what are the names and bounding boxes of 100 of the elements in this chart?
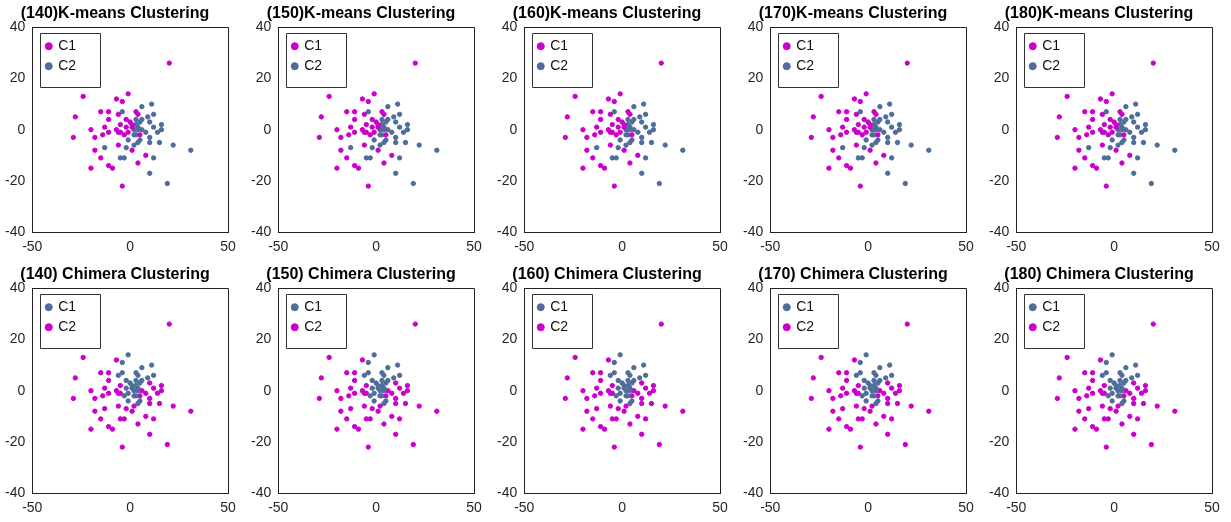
- y-tick-label: 20: [9, 330, 26, 347]
- x-tick-label: -50: [1006, 499, 1027, 516]
- x-tick-label: 0: [1110, 238, 1119, 255]
- legend-label: C2: [304, 318, 323, 335]
- x-tick-label: 50: [712, 499, 728, 516]
- legend-label: C1: [796, 37, 815, 54]
- y-tick-label: -40: [251, 484, 272, 501]
- chart-title: (140) Chimera Clustering: [20, 265, 210, 283]
- x-tick-label: 50: [958, 238, 974, 255]
- legend-label: C2: [550, 57, 569, 74]
- legend-label: C1: [1042, 37, 1061, 54]
- legend-label: C2: [1042, 318, 1061, 335]
- x-tick-label: -50: [760, 238, 781, 255]
- y-tick-label: -40: [251, 223, 272, 240]
- legend-label: C2: [550, 318, 569, 335]
- chart-title: (140)K-means Clustering: [20, 4, 210, 22]
- y-tick-label: -20: [497, 171, 518, 188]
- legend-label: C1: [550, 37, 569, 54]
- y-tick-label: 0: [263, 120, 272, 137]
- chart-title: (170) Chimera Clustering: [758, 265, 948, 283]
- x-tick-label: -50: [760, 499, 781, 516]
- y-tick-label: 20: [747, 330, 764, 347]
- y-tick-label: -40: [989, 484, 1010, 501]
- y-tick-label: 0: [755, 381, 764, 398]
- chart-title: (150) Chimera Clustering: [266, 265, 456, 283]
- x-tick-label: 50: [220, 238, 236, 255]
- x-tick-label: 50: [1204, 499, 1220, 516]
- y-tick-label: -40: [743, 484, 764, 501]
- y-tick-label: 20: [255, 69, 272, 86]
- x-tick-label: 0: [864, 499, 873, 516]
- y-tick-label: -20: [743, 171, 764, 188]
- y-tick-label: -20: [989, 432, 1010, 449]
- y-tick-label: 0: [1001, 381, 1010, 398]
- y-tick-label: -40: [743, 223, 764, 240]
- legend-label: C1: [550, 298, 569, 315]
- legend-label: C2: [58, 318, 77, 335]
- legend-label: C1: [58, 298, 77, 315]
- x-tick-label: 50: [466, 499, 482, 516]
- y-tick-label: 0: [17, 120, 26, 137]
- y-tick-label: 0: [263, 381, 272, 398]
- y-tick-label: 0: [17, 381, 26, 398]
- x-tick-label: -50: [268, 238, 289, 255]
- x-tick-label: -50: [268, 499, 289, 516]
- y-tick-label: -20: [5, 432, 26, 449]
- x-tick-label: 0: [864, 238, 873, 255]
- y-tick-label: 20: [747, 69, 764, 86]
- x-tick-label: 0: [618, 238, 627, 255]
- y-tick-label: -40: [5, 223, 26, 240]
- legend-label: C1: [796, 298, 815, 315]
- y-tick-label: -20: [5, 171, 26, 188]
- y-tick-label: 0: [509, 120, 518, 137]
- x-tick-label: 50: [958, 499, 974, 516]
- chart-title: (160)K-means Clustering: [512, 4, 702, 22]
- y-tick-label: 20: [501, 330, 518, 347]
- y-tick-label: 20: [255, 330, 272, 347]
- x-tick-label: -50: [22, 238, 43, 255]
- x-tick-label: 0: [126, 238, 135, 255]
- x-tick-label: 0: [372, 499, 381, 516]
- y-tick-label: 20: [501, 69, 518, 86]
- y-tick-label: -20: [497, 432, 518, 449]
- y-tick-label: -20: [743, 432, 764, 449]
- legend-label: C1: [1042, 298, 1061, 315]
- y-tick-label: -20: [989, 171, 1010, 188]
- y-tick-label: 0: [755, 120, 764, 137]
- y-tick-label: 20: [9, 69, 26, 86]
- x-tick-label: 0: [618, 499, 627, 516]
- x-tick-label: -50: [514, 238, 535, 255]
- legend-label: C2: [58, 57, 77, 74]
- y-tick-label: -40: [497, 223, 518, 240]
- chart-title: (170)K-means Clustering: [758, 4, 948, 22]
- legend-label: C2: [304, 57, 323, 74]
- legend-label: C2: [1042, 57, 1061, 74]
- y-tick-label: 20: [993, 330, 1010, 347]
- y-tick-label: -20: [251, 432, 272, 449]
- y-tick-label: -40: [989, 223, 1010, 240]
- x-tick-label: 50: [1204, 238, 1220, 255]
- chart-title: (150)K-means Clustering: [266, 4, 456, 22]
- chart-title: (180)K-means Clustering: [1004, 4, 1194, 22]
- legend-label: C2: [796, 318, 815, 335]
- y-tick-label: 20: [993, 69, 1010, 86]
- y-tick-label: -40: [5, 484, 26, 501]
- x-tick-label: 0: [1110, 499, 1119, 516]
- y-tick-label: -40: [497, 484, 518, 501]
- x-tick-label: 0: [126, 499, 135, 516]
- x-tick-label: -50: [1006, 238, 1027, 255]
- x-tick-label: -50: [22, 499, 43, 516]
- x-tick-label: 0: [372, 238, 381, 255]
- legend-label: C1: [304, 37, 323, 54]
- x-tick-label: 50: [220, 499, 236, 516]
- y-tick-label: -20: [251, 171, 272, 188]
- chart-title: (180) Chimera Clustering: [1004, 265, 1194, 283]
- x-tick-label: 50: [466, 238, 482, 255]
- y-tick-label: 0: [509, 381, 518, 398]
- y-tick-label: 0: [1001, 120, 1010, 137]
- x-tick-label: -50: [514, 499, 535, 516]
- legend-label: C1: [58, 37, 77, 54]
- chart-title: (160) Chimera Clustering: [512, 265, 702, 283]
- legend-label: C1: [304, 298, 323, 315]
- legend-label: C2: [796, 57, 815, 74]
- x-tick-label: 50: [712, 238, 728, 255]
